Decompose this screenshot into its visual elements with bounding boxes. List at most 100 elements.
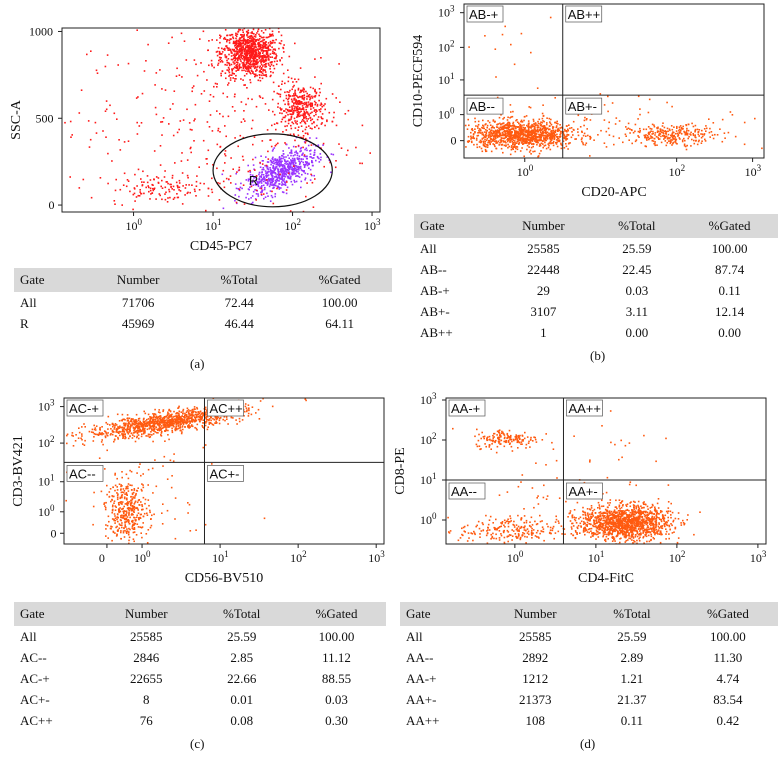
quadrant-label-box: [207, 465, 244, 482]
x-tick-label-base: 10: [669, 551, 681, 565]
table-row: AC+- 8 0.01 0.03: [14, 689, 386, 710]
x-tick-label: 0: [99, 551, 105, 565]
y-tick-label-base: 0: [51, 526, 57, 540]
cluster-a-lymphocytes-R: [221, 136, 335, 210]
scatter-points-c: [65, 398, 307, 544]
table-cell: AA++: [406, 712, 440, 728]
table-row: AA-+ 1212 1.21 4.74: [400, 668, 778, 689]
x-tick-label-base: 10: [745, 165, 757, 179]
table-cell: 3107: [530, 303, 557, 319]
table-cell: All: [420, 240, 437, 256]
column-header: Gate: [14, 602, 97, 626]
table-cell: 8: [143, 691, 150, 707]
quadrant-label: AB++: [568, 7, 601, 22]
table-cell: 2892: [522, 649, 549, 665]
table-cell: 0.42: [716, 712, 740, 728]
table-cell: 21373: [519, 691, 552, 707]
table-cell: 2.89: [620, 649, 644, 665]
table-cell: 25585: [130, 628, 163, 644]
table-cell: AB++: [420, 324, 453, 340]
x-tick-label-exp: 3: [762, 549, 767, 559]
table-row: R 45969 46.44 64.11: [14, 313, 392, 334]
y-tick-label: 0: [49, 198, 55, 212]
table-row: All 25585 25.59 100.00: [414, 238, 778, 259]
table-cell: 29: [536, 282, 550, 298]
quadrant-label-box: [66, 465, 104, 482]
table-cell: 4.74: [716, 670, 740, 686]
y-tick-label: 101: [438, 71, 455, 87]
column-header: %Total: [592, 214, 682, 238]
x-tick-label: 102: [669, 163, 686, 179]
y-tick-label-exp: 1: [450, 71, 455, 81]
quadrant-label: AB-+: [469, 7, 498, 22]
quadrant-label: AA-+: [451, 401, 480, 416]
quadrant-label-box: [565, 97, 603, 115]
table-cell: AA+-: [406, 691, 437, 707]
table-cell: AC--: [20, 649, 47, 665]
y-tick-label: 102: [420, 431, 437, 447]
cluster-d-AA+-: [555, 484, 701, 544]
x-tick-label-exp: 0: [138, 217, 143, 227]
x-tick-label-base: 10: [212, 551, 224, 565]
cluster-b-AB+-: [618, 122, 730, 148]
table-cell: 0.03: [325, 691, 348, 707]
y-tick-label: 101: [420, 471, 437, 487]
quadrant-label-box: [448, 399, 486, 417]
table-cell: 1: [540, 324, 547, 340]
x-tick-label-exp: 3: [757, 163, 762, 173]
quadrant-label: AB+-: [568, 99, 597, 114]
scatter-points-b: [464, 16, 763, 158]
table-cell: 0.03: [625, 282, 649, 298]
column-header: Number: [494, 214, 593, 238]
plot-frame-b: [463, 3, 765, 159]
cluster-a-debris: [90, 172, 222, 211]
y-tick-label-exp: 2: [432, 431, 437, 441]
table-cell: 108: [525, 712, 546, 728]
y-tick-label-exp: 1: [50, 473, 55, 483]
table-header-row: Gate Number %Total %Gated: [14, 602, 386, 626]
x-tick-label: 100: [134, 549, 151, 565]
x-axis-label: CD4-FitC: [578, 571, 634, 586]
y-axis-label: SSC-A: [9, 99, 24, 140]
table-cell: 100.00: [318, 628, 355, 644]
quadrant-label-box: [466, 5, 504, 23]
gate-ellipse-R: [212, 133, 333, 208]
x-tick-label-base: 10: [588, 551, 600, 565]
x-tick-label-base: 10: [507, 551, 519, 565]
table-cell: 11.30: [713, 649, 743, 665]
x-tick-label-exp: 1: [217, 217, 222, 227]
cluster-b-bg: [468, 87, 763, 155]
x-tick-label: 102: [290, 549, 307, 565]
table-row: AA+- 21373 21.37 83.54: [400, 689, 778, 710]
y-tick-label: 500: [36, 111, 54, 125]
table-cell: 0.00: [625, 324, 649, 340]
x-tick-label: 102: [285, 217, 302, 233]
y-tick-label-exp: 3: [432, 391, 437, 401]
panel-caption-c: (c): [190, 736, 204, 751]
plot-frame-d: [445, 397, 767, 545]
y-tick-label-exp: 2: [450, 38, 455, 48]
quadrant-label-box: [66, 399, 104, 417]
y-tick-label: 100: [438, 106, 455, 122]
column-header: Number: [484, 602, 587, 626]
x-tick-label-base: 10: [669, 165, 681, 179]
table-cell: 22.66: [227, 670, 257, 686]
gate-label: R: [249, 173, 258, 188]
x-tick-label: 103: [750, 549, 767, 565]
y-tick-label: 103: [420, 391, 437, 407]
stats-table-a: Gate Number %Total %Gated All 71706 72.44 100.0…: [14, 268, 392, 334]
table-cell: 87.74: [714, 261, 745, 277]
y-tick-label-exp: 1: [432, 471, 437, 481]
column-header: %Gated: [287, 268, 392, 292]
quadrant-label: AC++: [209, 401, 242, 416]
table-row: AB-- 22448 22.45 87.74: [414, 259, 778, 280]
x-tick-label-base: 10: [750, 551, 762, 565]
x-tick-label: 101: [588, 549, 605, 565]
x-tick-label-exp: 0: [529, 163, 534, 173]
y-tick-label-exp: 0: [450, 106, 455, 116]
table-row: AC-+ 22655 22.66 88.55: [14, 668, 386, 689]
x-axis-label: CD45-PC7: [190, 239, 252, 254]
table-cell: R: [20, 315, 29, 331]
x-tick-label: 100: [126, 217, 143, 233]
